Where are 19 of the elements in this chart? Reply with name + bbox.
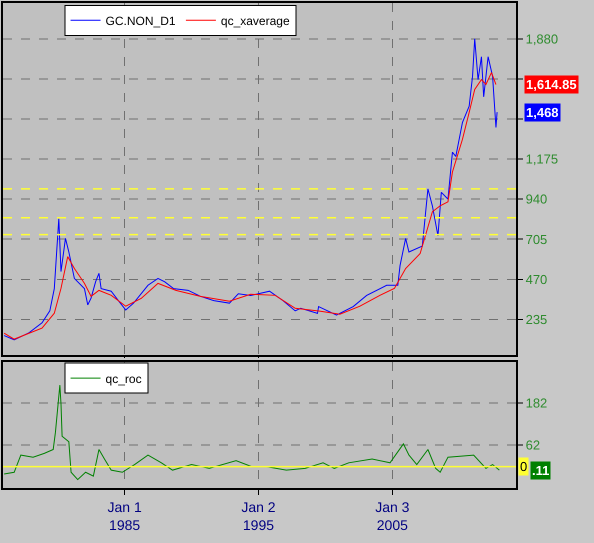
ref-line-label: 0 [520,459,528,474]
legend-label: qc_xaverage [220,14,290,28]
y-tick-label: 940 [526,192,548,207]
text: 1,468 [526,105,559,120]
line-series [4,384,500,480]
y-tick-label: 1,880 [526,31,558,46]
y-tick-label: 1,175 [526,152,558,167]
legend-label: GC.NON_D1 [106,14,176,28]
legend-label: qc_roc [106,372,142,386]
y-tick-label: 62 [526,438,540,452]
y-tick-label: 705 [526,232,548,247]
x-tick-label: Jan 1 1985 [107,498,142,533]
y-tick-label: 470 [526,272,548,287]
y-tick-label: 235 [526,312,548,327]
x-tick-label: Jan 2 1995 [241,498,276,533]
y-tick-label: 182 [526,396,548,410]
text: .11 [532,463,550,478]
x-tick-label: Jan 3 2005 [375,498,410,533]
text: 1,614.85 [526,77,577,92]
